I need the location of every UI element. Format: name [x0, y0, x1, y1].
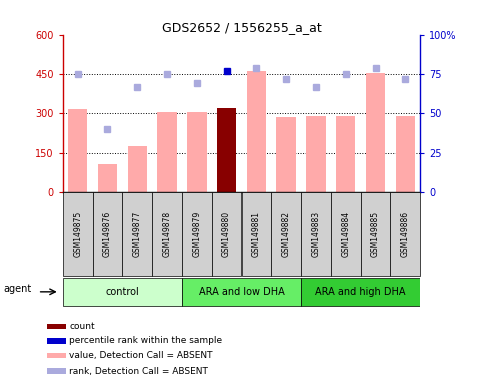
- Text: value, Detection Call = ABSENT: value, Detection Call = ABSENT: [69, 351, 213, 360]
- Bar: [182, 192, 212, 276]
- Text: percentile rank within the sample: percentile rank within the sample: [69, 336, 222, 346]
- Text: ARA and low DHA: ARA and low DHA: [199, 287, 284, 297]
- Bar: [396, 116, 415, 192]
- Bar: [68, 109, 87, 192]
- Bar: [301, 278, 420, 306]
- Bar: [301, 192, 331, 276]
- Bar: [242, 192, 271, 276]
- Text: GDS2652 / 1556255_a_at: GDS2652 / 1556255_a_at: [162, 21, 321, 34]
- Text: ARA and high DHA: ARA and high DHA: [315, 287, 406, 297]
- Text: GSM149876: GSM149876: [103, 211, 112, 257]
- Bar: [122, 192, 152, 276]
- Bar: [47, 338, 66, 344]
- Bar: [47, 368, 66, 374]
- Bar: [306, 116, 326, 192]
- Bar: [217, 108, 236, 192]
- Bar: [98, 164, 117, 192]
- Text: GSM149882: GSM149882: [282, 211, 291, 257]
- Text: GSM149881: GSM149881: [252, 211, 261, 257]
- Text: count: count: [69, 322, 95, 331]
- Text: GSM149883: GSM149883: [312, 211, 320, 257]
- Bar: [182, 278, 301, 306]
- Text: GSM149884: GSM149884: [341, 211, 350, 257]
- Text: GSM149875: GSM149875: [73, 211, 82, 257]
- Text: GSM149880: GSM149880: [222, 211, 231, 257]
- Text: GSM149879: GSM149879: [192, 211, 201, 257]
- Bar: [63, 192, 93, 276]
- Bar: [212, 192, 242, 276]
- Bar: [47, 324, 66, 329]
- Bar: [47, 353, 66, 358]
- Bar: [271, 192, 301, 276]
- Bar: [336, 116, 355, 192]
- Text: GSM149886: GSM149886: [401, 211, 410, 257]
- Bar: [361, 192, 390, 276]
- Bar: [157, 112, 177, 192]
- Bar: [390, 192, 420, 276]
- Text: rank, Detection Call = ABSENT: rank, Detection Call = ABSENT: [69, 366, 208, 376]
- Bar: [366, 73, 385, 192]
- Bar: [63, 278, 182, 306]
- Bar: [128, 146, 147, 192]
- Bar: [152, 192, 182, 276]
- Text: control: control: [105, 287, 139, 297]
- Text: GSM149878: GSM149878: [163, 211, 171, 257]
- Text: GSM149885: GSM149885: [371, 211, 380, 257]
- Bar: [276, 117, 296, 192]
- Bar: [247, 71, 266, 192]
- Text: GSM149877: GSM149877: [133, 211, 142, 257]
- Bar: [187, 112, 207, 192]
- Bar: [331, 192, 361, 276]
- Text: agent: agent: [3, 284, 31, 294]
- Bar: [93, 192, 122, 276]
